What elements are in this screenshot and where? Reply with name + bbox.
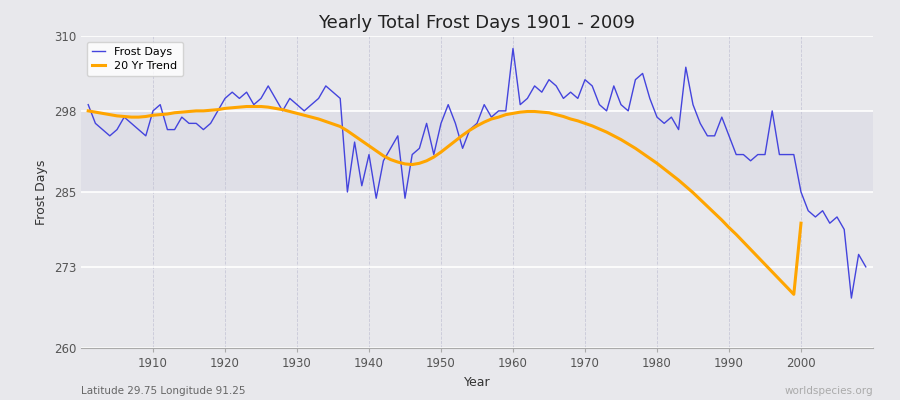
20 Yr Trend bbox=[256, 104, 266, 109]
Frost Days bbox=[860, 264, 871, 269]
Title: Yearly Total Frost Days 1901 - 2009: Yearly Total Frost Days 1901 - 2009 bbox=[319, 14, 635, 32]
Line: Frost Days: Frost Days bbox=[88, 48, 866, 298]
20 Yr Trend bbox=[515, 110, 526, 114]
20 Yr Trend bbox=[788, 292, 799, 297]
Frost Days bbox=[846, 296, 857, 300]
20 Yr Trend bbox=[220, 106, 230, 111]
Frost Days bbox=[83, 102, 94, 107]
Text: worldspecies.org: worldspecies.org bbox=[785, 386, 873, 396]
20 Yr Trend bbox=[745, 247, 756, 252]
Frost Days bbox=[601, 108, 612, 113]
X-axis label: Year: Year bbox=[464, 376, 490, 388]
Legend: Frost Days, 20 Yr Trend: Frost Days, 20 Yr Trend bbox=[86, 42, 183, 76]
20 Yr Trend bbox=[796, 221, 806, 226]
Frost Days bbox=[342, 190, 353, 194]
Frost Days bbox=[500, 108, 511, 113]
Text: Latitude 29.75 Longitude 91.25: Latitude 29.75 Longitude 91.25 bbox=[81, 386, 246, 396]
Frost Days bbox=[508, 46, 518, 51]
Frost Days bbox=[140, 134, 151, 138]
20 Yr Trend bbox=[767, 270, 778, 274]
Line: 20 Yr Trend: 20 Yr Trend bbox=[88, 106, 801, 294]
Bar bbox=[81, 111, 873, 192]
Frost Days bbox=[299, 108, 310, 113]
20 Yr Trend bbox=[457, 133, 468, 138]
Y-axis label: Frost Days: Frost Days bbox=[35, 159, 49, 225]
20 Yr Trend bbox=[83, 108, 94, 113]
Frost Days bbox=[515, 102, 526, 107]
20 Yr Trend bbox=[241, 104, 252, 109]
